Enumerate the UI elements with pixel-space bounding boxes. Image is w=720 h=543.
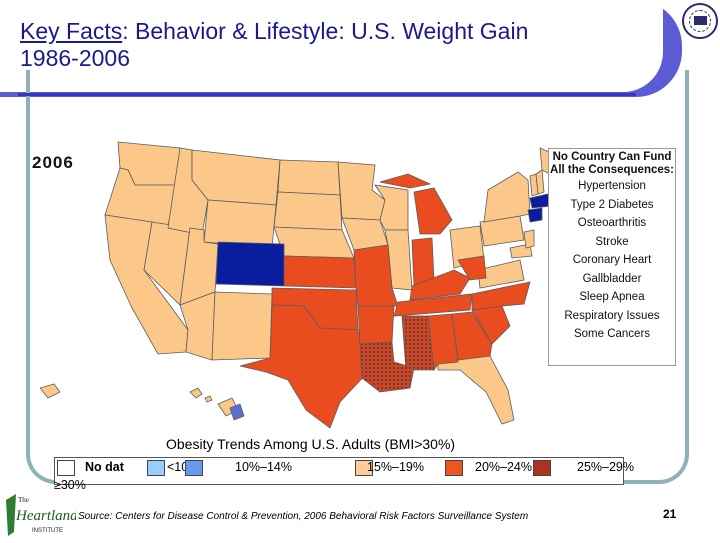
state-hi-big: [229, 403, 245, 421]
consequence-item: Type 2 Diabetes: [570, 198, 654, 211]
logo-institute: INSTITUTE: [32, 528, 63, 534]
legend-label-25-29: 25%–29%: [577, 460, 634, 474]
consequence-item: Gallbladder: [582, 272, 642, 285]
state-nh: [535, 169, 545, 195]
state-ar: [357, 305, 395, 345]
state-mt: [191, 149, 281, 206]
logo-mark: The Heartland INSTITUTE: [6, 494, 78, 536]
consequences-heading: No Country Can Fund All the Consequences…: [550, 151, 674, 176]
state-wv: [457, 255, 487, 281]
header-background: [0, 0, 663, 92]
title-rest: : Behavior & Lifestyle: U.S. Weight Gain: [122, 18, 529, 44]
legend-swatch-lt10: [147, 460, 165, 476]
legend-swatch-nodata: [57, 460, 75, 476]
state-co: [215, 241, 285, 287]
map-year: 2006: [32, 153, 74, 172]
consequence-item: Respiratory Issues: [564, 309, 660, 322]
seal-ring: [689, 10, 711, 32]
legend-label-30plus: ≥30%: [54, 478, 86, 492]
state-mi: [413, 187, 453, 235]
state-ga: [451, 311, 493, 361]
consequence-item: Stroke: [595, 235, 629, 248]
state-ms: [401, 315, 435, 371]
legend-title: Obesity Trends Among U.S. Adults (BMI>30…: [166, 436, 456, 452]
state-ks: [283, 255, 357, 289]
state-nj: [523, 229, 535, 249]
state-ny: [483, 171, 531, 223]
logo-name: Heartland: [15, 508, 76, 524]
state-tx: [239, 304, 369, 429]
state-nd: [277, 159, 341, 196]
state-mn: [337, 161, 386, 221]
state-ak-islands: [40, 383, 61, 399]
legend-swatch-20-24: [445, 460, 463, 476]
state-sd: [273, 191, 343, 231]
legend-label-nodata: No dat: [85, 460, 124, 474]
seal-building: [694, 16, 707, 25]
page-title: Key Facts: Behavior & Lifestyle: U.S. We…: [20, 18, 670, 72]
legend-label-lt10: <10: [167, 460, 189, 474]
consequence-item: Coronary Heart: [572, 254, 652, 266]
state-hi: [189, 387, 239, 417]
state-tn: [393, 293, 473, 317]
source-citation: Source: Centers for Disease Control & Pr…: [78, 511, 529, 522]
seal-icon: [682, 3, 718, 39]
state-va: [477, 259, 525, 289]
state-ky: [409, 269, 471, 301]
state-ct: [527, 207, 543, 223]
state-mi-up: [379, 173, 432, 189]
legend-label-20-24: 20%–24%: [475, 460, 532, 474]
us-obesity-map: [40, 141, 559, 429]
state-la: [359, 341, 415, 393]
legend-label-10-14: 10%–14%: [235, 460, 292, 474]
state-wy: [203, 199, 277, 249]
logo-the: The: [18, 496, 29, 504]
state-il: [384, 229, 413, 291]
legend-swatch-15-19: [355, 460, 373, 476]
state-az: [179, 291, 216, 361]
consequence-item: Hypertension: [578, 180, 646, 192]
title-key-facts: Key Facts: [20, 18, 123, 44]
legend-label-15-19: 15%–19%: [367, 460, 424, 474]
map-legend: No dat <10 10%–14% 15%–19% 20%–24% 25%–2…: [54, 457, 634, 485]
legend-swatch-10-14: [185, 460, 203, 476]
legend-swatch-25-29: [533, 460, 551, 476]
consequence-item: Sleep Apnea: [579, 291, 645, 303]
title-underline-rule: [18, 93, 636, 96]
state-nm: [211, 291, 273, 361]
consequence-item: Osteoarthritis: [577, 217, 647, 229]
state-fl: [437, 355, 515, 425]
consequence-item: Some Cancers: [573, 328, 651, 340]
consequences-panel: No Country Can Fund All the Consequences…: [548, 148, 676, 366]
state-nc: [471, 281, 531, 311]
state-ne: [273, 226, 355, 259]
title-line2: 1986-2006: [20, 45, 130, 71]
page-number: 21: [663, 507, 677, 521]
heartland-logo: The Heartland INSTITUTE: [2, 492, 78, 538]
